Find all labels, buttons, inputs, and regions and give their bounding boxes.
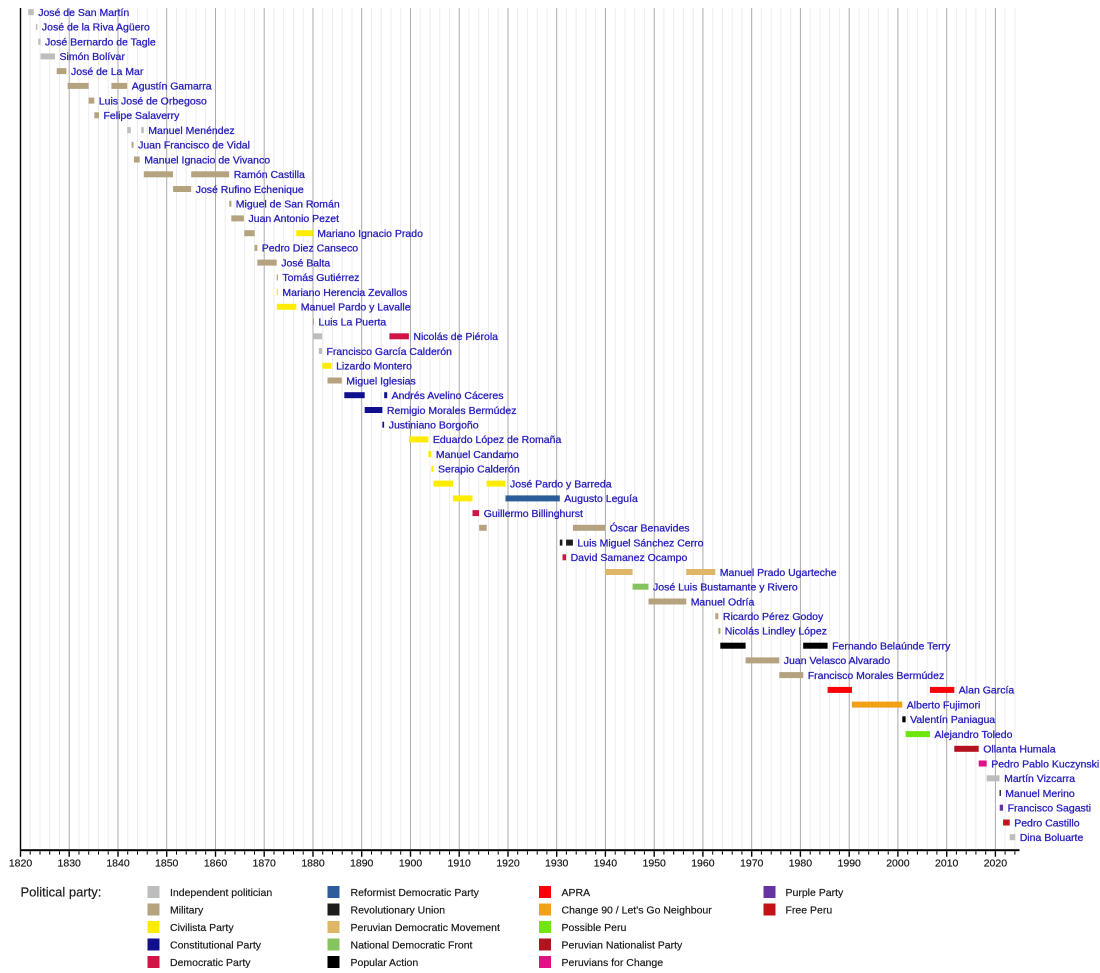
svg-text:1850: 1850 xyxy=(155,858,179,870)
svg-text:Purple Party: Purple Party xyxy=(786,887,845,899)
svg-text:Civilista Party: Civilista Party xyxy=(170,922,234,934)
svg-text:Ollanta Humala: Ollanta Humala xyxy=(983,744,1056,756)
svg-text:Justiniano Borgoño: Justiniano Borgoño xyxy=(389,420,479,432)
svg-text:APRA: APRA xyxy=(562,887,591,899)
svg-text:Manuel Menéndez: Manuel Menéndez xyxy=(148,125,234,137)
svg-text:Valentín Paniagua: Valentín Paniagua xyxy=(910,714,995,726)
svg-text:Francisco García Calderón: Francisco García Calderón xyxy=(327,346,453,358)
svg-text:2020: 2020 xyxy=(984,858,1008,870)
svg-text:Independent politician: Independent politician xyxy=(170,887,272,899)
svg-text:1940: 1940 xyxy=(594,858,618,870)
svg-text:1960: 1960 xyxy=(691,858,715,870)
svg-text:Mariano Herencia Zevallos: Mariano Herencia Zevallos xyxy=(282,287,407,299)
svg-text:1830: 1830 xyxy=(58,858,82,870)
svg-text:1970: 1970 xyxy=(740,858,764,870)
svg-text:Revolutionary Union: Revolutionary Union xyxy=(351,905,446,917)
svg-text:José Balta: José Balta xyxy=(281,257,330,269)
svg-text:Constitutional Party: Constitutional Party xyxy=(170,940,262,952)
svg-text:1870: 1870 xyxy=(253,858,277,870)
svg-text:Ricardo Pérez Godoy: Ricardo Pérez Godoy xyxy=(723,611,824,623)
svg-text:Juan Antonio Pezet: Juan Antonio Pezet xyxy=(249,213,340,225)
svg-text:Manuel Ignacio de Vivanco: Manuel Ignacio de Vivanco xyxy=(144,154,270,166)
svg-text:Augusto Leguía: Augusto Leguía xyxy=(564,493,638,505)
svg-text:Manuel Odría: Manuel Odría xyxy=(691,596,755,608)
svg-text:Nicolás Lindley López: Nicolás Lindley López xyxy=(725,626,827,638)
svg-text:José de la Riva Agüero: José de la Riva Agüero xyxy=(42,22,150,34)
svg-text:National Democratic Front: National Democratic Front xyxy=(351,940,473,952)
svg-text:1900: 1900 xyxy=(399,858,423,870)
svg-text:Alan García: Alan García xyxy=(959,685,1015,697)
svg-text:José Bernardo de Tagle: José Bernardo de Tagle xyxy=(45,37,156,49)
svg-text:Political party:: Political party: xyxy=(21,885,102,900)
svg-text:David Samanez Ocampo: David Samanez Ocampo xyxy=(571,552,688,564)
svg-text:Change 90 / Let's Go Neighbour: Change 90 / Let's Go Neighbour xyxy=(562,905,713,917)
svg-text:Free Peru: Free Peru xyxy=(786,905,833,917)
svg-text:José de La Mar: José de La Mar xyxy=(71,66,144,78)
svg-text:Lizardo Montero: Lizardo Montero xyxy=(336,361,412,373)
svg-text:1930: 1930 xyxy=(545,858,569,870)
svg-text:José Rufino Echenique: José Rufino Echenique xyxy=(196,184,304,196)
svg-text:Mariano Ignacio Prado: Mariano Ignacio Prado xyxy=(317,228,423,240)
svg-text:Peruvians for Change: Peruvians for Change xyxy=(562,957,664,968)
svg-text:Peruvian Democratic Movement: Peruvian Democratic Movement xyxy=(351,922,500,934)
svg-text:Andrés Avelino Cáceres: Andrés Avelino Cáceres xyxy=(392,390,504,402)
svg-text:2000: 2000 xyxy=(886,858,910,870)
svg-text:Remigio Morales Bermúdez: Remigio Morales Bermúdez xyxy=(387,405,517,417)
svg-text:Military: Military xyxy=(170,905,204,917)
svg-text:1880: 1880 xyxy=(301,858,325,870)
svg-text:Dina Boluarte: Dina Boluarte xyxy=(1020,832,1084,844)
svg-text:Tomás Gutiérrez: Tomás Gutiérrez xyxy=(282,272,359,284)
svg-text:Serapio Calderón: Serapio Calderón xyxy=(438,464,520,476)
svg-text:Democratic Party: Democratic Party xyxy=(170,957,251,968)
svg-text:Francisco Morales Bermúdez: Francisco Morales Bermúdez xyxy=(808,670,945,682)
svg-text:1910: 1910 xyxy=(448,858,472,870)
svg-text:Pedro Diez Canseco: Pedro Diez Canseco xyxy=(262,243,358,255)
svg-text:Manuel Pardo y Lavalle: Manuel Pardo y Lavalle xyxy=(301,302,411,314)
svg-text:1840: 1840 xyxy=(106,858,130,870)
svg-text:José de San Martín: José de San Martín xyxy=(38,7,129,19)
svg-text:Manuel Prado Ugarteche: Manuel Prado Ugarteche xyxy=(720,567,837,579)
svg-text:Guillermo Billinghurst: Guillermo Billinghurst xyxy=(484,508,583,520)
svg-text:José Pardo y Barreda: José Pardo y Barreda xyxy=(510,478,612,490)
svg-text:Juan Velasco Alvarado: Juan Velasco Alvarado xyxy=(784,655,890,667)
svg-text:Francisco Sagasti: Francisco Sagasti xyxy=(1008,803,1091,815)
svg-text:Popular Action: Popular Action xyxy=(351,957,419,968)
svg-text:Reformist Democratic Party: Reformist Democratic Party xyxy=(351,887,480,899)
svg-text:1950: 1950 xyxy=(643,858,667,870)
svg-text:Luis Miguel Sánchez Cerro: Luis Miguel Sánchez Cerro xyxy=(577,537,703,549)
svg-text:Simón Bolívar: Simón Bolívar xyxy=(60,51,126,63)
svg-text:Óscar Benavides: Óscar Benavides xyxy=(610,522,690,535)
svg-text:1890: 1890 xyxy=(350,858,374,870)
svg-text:Peruvian Nationalist Party: Peruvian Nationalist Party xyxy=(562,940,684,952)
svg-text:Manuel Candamo: Manuel Candamo xyxy=(436,449,519,461)
svg-text:1860: 1860 xyxy=(204,858,228,870)
svg-text:1920: 1920 xyxy=(496,858,520,870)
svg-text:Fernando Belaúnde Terry: Fernando Belaúnde Terry xyxy=(832,641,951,653)
svg-text:1980: 1980 xyxy=(789,858,813,870)
svg-text:Nicolás de Piérola: Nicolás de Piérola xyxy=(413,331,498,343)
svg-text:Juan Francisco de Vidal: Juan Francisco de Vidal xyxy=(138,140,250,152)
svg-text:José Luis Bustamante y Rivero: José Luis Bustamante y Rivero xyxy=(653,582,798,594)
svg-text:Luis La Puerta: Luis La Puerta xyxy=(319,316,387,328)
svg-text:Possible Peru: Possible Peru xyxy=(562,922,627,934)
svg-text:Manuel Merino: Manuel Merino xyxy=(1005,788,1075,800)
svg-text:Miguel de San Román: Miguel de San Román xyxy=(236,199,340,211)
svg-text:Martín Vizcarra: Martín Vizcarra xyxy=(1004,773,1075,785)
svg-text:Ramón Castilla: Ramón Castilla xyxy=(234,169,305,181)
svg-text:1820: 1820 xyxy=(9,858,33,870)
svg-text:Alberto Fujimori: Alberto Fujimori xyxy=(907,699,981,711)
svg-text:Luis José de Orbegoso: Luis José de Orbegoso xyxy=(99,95,207,107)
svg-text:Eduardo López de Romaña: Eduardo López de Romaña xyxy=(433,434,562,446)
svg-text:1990: 1990 xyxy=(838,858,862,870)
svg-text:Alejandro Toledo: Alejandro Toledo xyxy=(934,729,1012,741)
svg-text:Pedro Castillo: Pedro Castillo xyxy=(1014,817,1080,829)
svg-text:Agustín Gamarra: Agustín Gamarra xyxy=(132,81,212,93)
svg-text:Miguel Iglesias: Miguel Iglesias xyxy=(346,375,415,387)
svg-text:2010: 2010 xyxy=(935,858,959,870)
svg-text:Pedro Pablo Kuczynski: Pedro Pablo Kuczynski xyxy=(991,758,1099,770)
svg-text:Felipe Salaverry: Felipe Salaverry xyxy=(104,110,181,122)
